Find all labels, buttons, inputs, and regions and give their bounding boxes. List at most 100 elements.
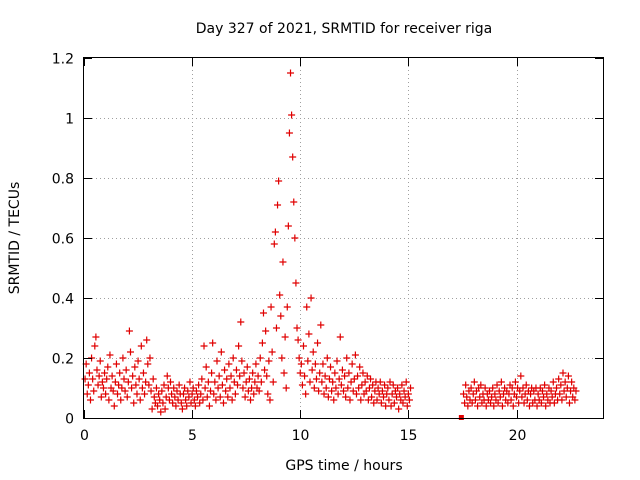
data-point [213,357,221,365]
data-point [89,375,97,383]
data-point [548,393,556,401]
data-point [146,354,154,362]
data-point [145,381,153,389]
data-point [523,396,531,404]
data-point [197,390,205,398]
data-point [109,387,117,395]
data-point [559,369,567,377]
data-point [355,384,363,392]
data-point [235,342,243,350]
data-point [464,402,472,410]
data-point [133,390,141,398]
data-point [362,387,370,395]
data-point [142,378,150,386]
data-point [402,378,410,386]
data-point [462,381,470,389]
data-point [364,396,372,404]
data-point [125,327,133,335]
y-axis-label: SRMTID / TECUs [7,182,23,295]
data-point [564,372,572,380]
data-point [132,381,140,389]
data-point [310,384,318,392]
data-point [120,375,128,383]
data-point [404,390,412,398]
data-point [254,372,262,380]
axis-ticks: 0 0.2 0.4 0.6 0.8 1 1.2 0 5 10 15 20 [52,52,603,444]
data-point [143,336,151,344]
data-point [476,393,484,401]
data-point [185,393,193,401]
data-point [509,402,517,410]
data-point [137,342,145,350]
data-point [303,303,311,311]
data-point [297,360,305,368]
data-point [321,372,329,380]
data-point [222,387,230,395]
data-point [373,396,381,404]
data-point [306,378,314,386]
data-point [289,153,297,161]
data-point [219,399,227,407]
data-point [519,384,527,392]
data-point [201,384,209,392]
data-point [298,381,306,389]
data-point [477,381,485,389]
data-point [90,387,98,395]
data-point [314,339,322,347]
data-point [389,381,397,389]
data-point [154,402,162,410]
data-point [390,399,398,407]
data-point [117,396,125,404]
data-point [293,324,301,332]
y-tick-label: 1 [65,112,74,128]
data-point [301,372,309,380]
data-point [241,393,249,401]
data-point [547,387,555,395]
data-point [163,372,171,380]
data-point [356,363,364,371]
data-point [557,381,565,389]
data-point [403,402,411,410]
data-point [343,354,351,362]
data-point [542,402,550,410]
data-point [188,390,196,398]
data-point [284,222,292,230]
data-point [520,399,528,407]
data-point [405,396,413,404]
data-point [211,378,219,386]
data-point [200,342,208,350]
data-point [311,360,319,368]
data-point [155,390,163,398]
data-point [157,408,165,416]
data-point [122,366,130,374]
data-point [345,369,353,377]
chart-title: Day 327 of 2021, SRMTID for receiver rig… [196,21,493,37]
plot-frame [83,57,604,419]
data-point [467,384,475,392]
data-point [252,360,260,368]
data-point [485,387,493,395]
data-point [110,402,118,410]
data-point [338,366,346,374]
data-point [112,360,120,368]
x-tick-label: 15 [400,428,418,444]
data-point [236,372,244,380]
data-point [295,354,303,362]
data-point [555,375,563,383]
data-point [156,396,164,404]
data-point [95,372,103,380]
data-point [84,381,92,389]
data-point [538,387,546,395]
data-point [129,372,137,380]
data-point [342,393,350,401]
data-point [242,378,250,386]
data-point [102,390,110,398]
data-point [534,390,542,398]
data-point [168,390,176,398]
x-axis-label: GPS time / hours [285,458,402,474]
data-point [317,321,325,329]
data-point [85,369,93,377]
y-tick-label: 0.8 [52,172,74,188]
data-point [392,393,400,401]
data-point [328,387,336,395]
